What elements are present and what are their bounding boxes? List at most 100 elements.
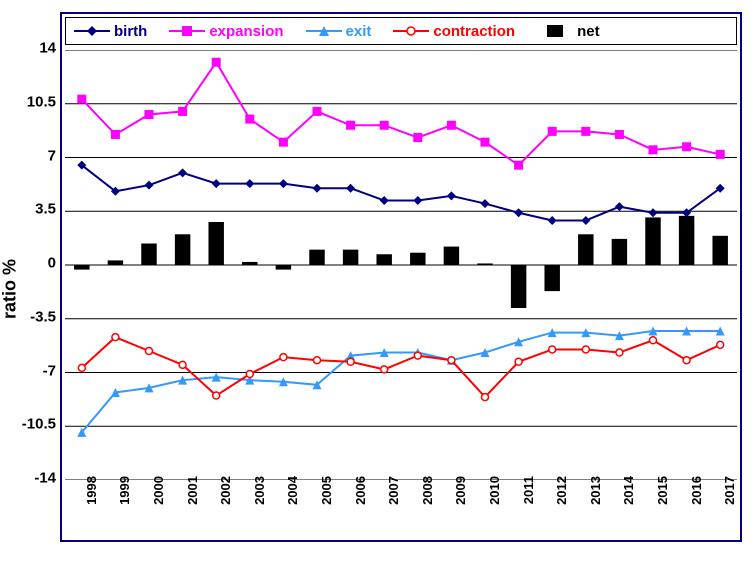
expansion-marker bbox=[447, 121, 456, 130]
birth-line bbox=[82, 165, 720, 220]
net-bar bbox=[511, 265, 526, 308]
x-tick-label: 2004 bbox=[285, 476, 300, 526]
net-swatch-icon bbox=[537, 24, 573, 38]
y-tick-label: 10.5 bbox=[16, 93, 56, 110]
net-bar bbox=[309, 250, 324, 265]
contraction-marker bbox=[482, 394, 489, 401]
x-tick-label: 2005 bbox=[319, 476, 334, 526]
expansion-marker bbox=[649, 145, 658, 154]
expansion-marker bbox=[313, 107, 322, 116]
contraction-marker bbox=[314, 357, 321, 364]
net-bar bbox=[343, 250, 358, 265]
x-tick-label: 2000 bbox=[151, 476, 166, 526]
x-tick-label: 2002 bbox=[218, 476, 233, 526]
birth-marker bbox=[447, 191, 456, 200]
y-tick-label: -7 bbox=[16, 362, 56, 379]
legend-item-net: net bbox=[537, 23, 600, 40]
contraction-marker bbox=[179, 361, 186, 368]
contraction-marker bbox=[146, 348, 153, 355]
x-tick-label: 2012 bbox=[554, 476, 569, 526]
expansion-marker bbox=[245, 115, 254, 124]
contraction-marker bbox=[213, 392, 220, 399]
x-tick-label: 2008 bbox=[420, 476, 435, 526]
expansion-marker bbox=[346, 121, 355, 130]
net-bar bbox=[679, 216, 694, 265]
x-tick-label: 2016 bbox=[689, 476, 704, 526]
x-tick-label: 2013 bbox=[588, 476, 603, 526]
birth-marker bbox=[649, 208, 658, 217]
net-bar bbox=[444, 247, 459, 265]
birth-marker bbox=[212, 179, 221, 188]
legend-label-birth: birth bbox=[114, 23, 147, 40]
birth-marker bbox=[548, 216, 557, 225]
birth-swatch-icon bbox=[74, 24, 110, 38]
x-tick-label: 2015 bbox=[655, 476, 670, 526]
chart-container: ratio % birthexpansionexitcontractionnet… bbox=[0, 0, 754, 577]
x-tick-label: 2014 bbox=[621, 476, 636, 526]
net-bar bbox=[141, 244, 156, 266]
y-tick-label: -14 bbox=[16, 470, 56, 487]
legend-label-net: net bbox=[577, 23, 600, 40]
expansion-marker bbox=[413, 133, 422, 142]
x-tick-label: 1998 bbox=[84, 476, 99, 526]
birth-marker bbox=[313, 184, 322, 193]
contraction-marker bbox=[717, 341, 724, 348]
contraction-marker bbox=[683, 357, 690, 364]
expansion-marker bbox=[716, 150, 725, 159]
plot-svg bbox=[65, 50, 737, 480]
contraction-marker bbox=[381, 366, 388, 373]
x-tick-label: 2009 bbox=[453, 476, 468, 526]
net-bar bbox=[410, 253, 425, 265]
plot-area bbox=[65, 50, 737, 480]
birth-marker bbox=[413, 196, 422, 205]
net-bar bbox=[612, 239, 627, 265]
contraction-marker bbox=[78, 364, 85, 371]
x-tick-label: 2010 bbox=[487, 476, 502, 526]
net-bar bbox=[276, 265, 291, 270]
legend-item-contraction: contraction bbox=[393, 23, 515, 40]
legend-item-exit: exit bbox=[306, 23, 372, 40]
birth-marker bbox=[514, 208, 523, 217]
contraction-marker bbox=[616, 349, 623, 356]
y-tick-label: 7 bbox=[16, 147, 56, 164]
birth-marker bbox=[178, 168, 187, 177]
y-tick-label: -3.5 bbox=[16, 308, 56, 325]
contraction-marker bbox=[280, 354, 287, 361]
expansion-swatch-icon bbox=[169, 24, 205, 38]
birth-marker bbox=[380, 196, 389, 205]
contraction-marker bbox=[246, 371, 253, 378]
legend-label-contraction: contraction bbox=[433, 23, 515, 40]
exit-line bbox=[82, 331, 720, 432]
expansion-marker bbox=[548, 127, 557, 136]
expansion-line bbox=[82, 62, 720, 165]
y-tick-label: 14 bbox=[16, 40, 56, 57]
expansion-marker bbox=[615, 130, 624, 139]
birth-marker bbox=[145, 181, 154, 190]
x-tick-label: 2006 bbox=[353, 476, 368, 526]
net-bar bbox=[544, 265, 559, 291]
net-bar bbox=[108, 260, 123, 265]
birth-marker bbox=[279, 179, 288, 188]
contraction-marker bbox=[650, 337, 657, 344]
expansion-marker bbox=[514, 161, 523, 170]
birth-marker bbox=[245, 179, 254, 188]
expansion-marker bbox=[77, 95, 86, 104]
expansion-marker bbox=[380, 121, 389, 130]
expansion-marker bbox=[481, 138, 490, 147]
net-bar bbox=[208, 222, 223, 265]
legend-item-birth: birth bbox=[74, 23, 147, 40]
birth-marker bbox=[481, 199, 490, 208]
birth-marker bbox=[581, 216, 590, 225]
x-tick-label: 2003 bbox=[252, 476, 267, 526]
y-tick-label: -10.5 bbox=[16, 416, 56, 433]
contraction-marker bbox=[448, 357, 455, 364]
legend: birthexpansionexitcontractionnet bbox=[65, 17, 737, 45]
net-bar bbox=[175, 234, 190, 265]
net-bar bbox=[712, 236, 727, 265]
chart-frame: birthexpansionexitcontractionnet bbox=[60, 12, 742, 542]
contraction-swatch-icon bbox=[393, 24, 429, 38]
legend-label-exit: exit bbox=[346, 23, 372, 40]
expansion-marker bbox=[145, 110, 154, 119]
expansion-marker bbox=[279, 138, 288, 147]
contraction-marker bbox=[582, 346, 589, 353]
